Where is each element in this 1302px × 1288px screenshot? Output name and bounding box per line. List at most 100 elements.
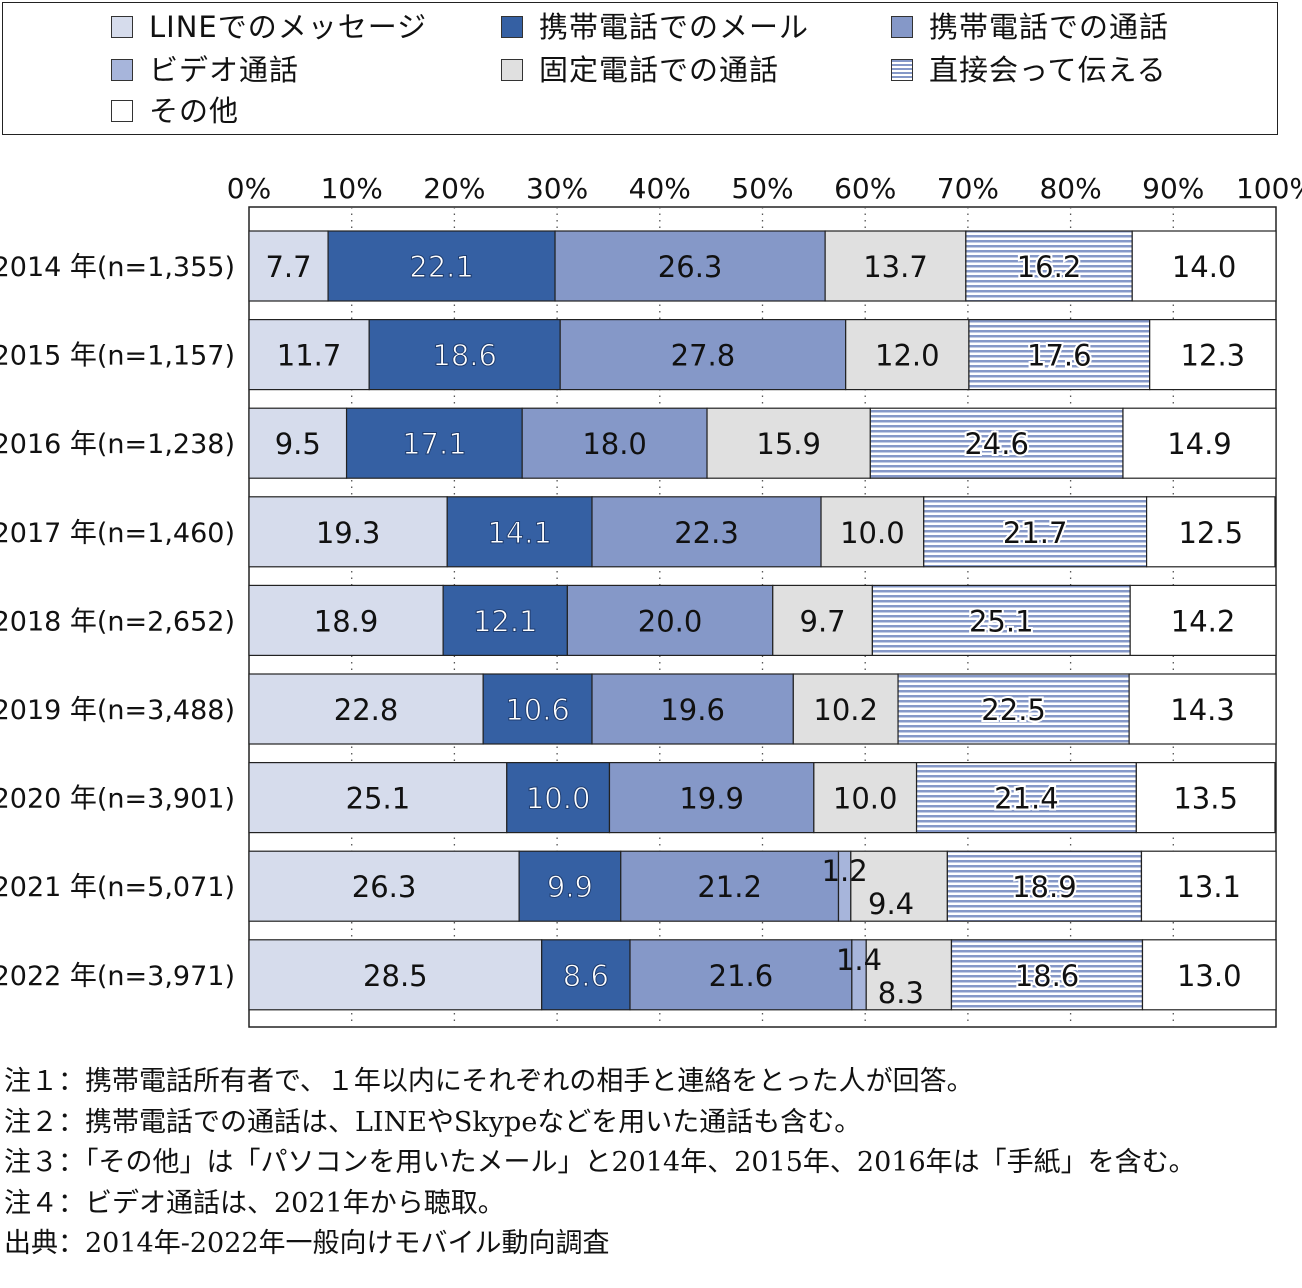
legend-item-in-person: 直接会って伝える [891, 52, 1167, 88]
legend-item-landline-call: 固定電話での通話 [501, 52, 779, 88]
data-label: 7.7 [265, 250, 311, 284]
data-label: 27.8 [671, 339, 736, 373]
bar-segment [566, 584, 774, 656]
legend-item-mobile-call: 携帯電話での通話 [891, 9, 1169, 45]
bar-segment [871, 584, 1131, 656]
legend-swatch [111, 100, 133, 122]
legend-item-video-call: ビデオ通話 [111, 52, 299, 88]
data-label: 22.8 [334, 693, 399, 727]
bar-segment [706, 407, 871, 479]
legend-label: LINEでのメッセージ [149, 10, 428, 44]
chart-legend: LINEでのメッセージ 携帯電話でのメール 携帯電話での通話 ビデオ通話 固定電… [2, 2, 1278, 135]
data-label: 14.2 [1171, 604, 1236, 638]
bar-segment [368, 319, 561, 391]
data-label: 19.6 [660, 693, 725, 727]
bar-segment [248, 407, 348, 479]
x-tick-label: 100% [1236, 172, 1302, 205]
data-label: 18.0 [582, 427, 647, 461]
legend-swatch [111, 59, 133, 81]
bar-segment [772, 584, 873, 656]
bar-segment [446, 496, 593, 568]
legend-item-line: LINEでのメッセージ [111, 9, 427, 45]
bar-segment [248, 761, 508, 834]
bar-segment [442, 584, 568, 656]
chart-notes: 注１：携帯電話所有者で、１年以内にそれぞれの相手と連絡をとった人が回答。 注２：… [4, 1062, 1294, 1265]
data-label: 13.5 [1173, 782, 1238, 816]
data-label: 16.2 [1017, 250, 1082, 284]
bar-segment [923, 496, 1148, 568]
bar-segment [965, 230, 1133, 302]
data-label: 9.4 [868, 887, 914, 921]
legend-swatch [891, 16, 913, 38]
legend-label: 携帯電話でのメール [539, 10, 810, 44]
category-label: 2022 年(n=3,971) [0, 961, 235, 992]
x-tick-label: 10% [321, 172, 383, 205]
data-label: 10.6 [505, 693, 570, 727]
bar-segment [591, 673, 794, 745]
bar-segment [620, 850, 840, 922]
bar-segment [248, 584, 444, 656]
legend-item-mobile-mail: 携帯電話でのメール [501, 9, 809, 45]
category-label: 2017 年(n=1,460) [0, 518, 235, 549]
category-label: 2020 年(n=3,901) [0, 784, 235, 815]
bar-segment [1131, 230, 1277, 302]
data-label: 10.0 [526, 782, 591, 816]
bar-segment [897, 673, 1130, 745]
data-label: 17.6 [1027, 339, 1092, 373]
bar-segment [865, 939, 953, 1011]
category-label: 2021 年(n=5,071) [0, 872, 235, 903]
data-label: 15.9 [756, 427, 821, 461]
data-label: 9.9 [547, 870, 593, 904]
x-tick-label: 90% [1142, 172, 1204, 205]
data-label: 1.4 [836, 943, 882, 977]
x-tick-label: 40% [629, 172, 691, 205]
x-tick-label: 20% [423, 172, 485, 205]
data-label: 14.9 [1167, 427, 1232, 461]
data-label: 26.3 [658, 250, 723, 284]
data-label: 14.1 [487, 516, 552, 550]
bar-segment [845, 319, 970, 391]
data-label: 10.2 [813, 693, 878, 727]
x-tick-label: 70% [937, 172, 999, 205]
data-label: 14.3 [1170, 693, 1235, 727]
data-label: 19.9 [679, 782, 744, 816]
category-label: 2015 年(n=1,157) [0, 341, 235, 372]
legend-label: 直接会って伝える [929, 53, 1167, 87]
data-label: 8.3 [878, 976, 924, 1010]
bar-segment [820, 496, 925, 568]
data-label: 9.5 [275, 427, 321, 461]
data-label: 18.6 [432, 339, 497, 373]
bar-segment [248, 939, 543, 1011]
bar-segment [1141, 939, 1277, 1011]
data-label: 13.7 [863, 250, 928, 284]
legend-label: 携帯電話での通話 [929, 10, 1170, 44]
data-label: 25.1 [346, 782, 411, 816]
data-label: 14.0 [1172, 250, 1237, 284]
legend-label: その他 [149, 94, 240, 128]
legend-swatch [501, 16, 523, 38]
bar-segment [850, 850, 948, 922]
data-label: 18.6 [1015, 959, 1080, 993]
data-label: 9.7 [800, 604, 846, 638]
category-label: 2019 年(n=3,488) [0, 695, 235, 726]
data-label: 11.7 [277, 339, 342, 373]
bar-segment [1128, 673, 1277, 745]
data-label: 22.5 [981, 693, 1046, 727]
data-label: 18.9 [1012, 870, 1077, 904]
bar-segment [792, 673, 899, 745]
bar-segment [541, 939, 631, 1011]
bar-segment [968, 319, 1151, 391]
bar-segment [629, 939, 853, 1011]
data-label: 21.2 [697, 870, 762, 904]
note-source: 出典：2014年-2022年一般向けモバイル動向調査 [4, 1228, 610, 1259]
data-label: 26.3 [352, 870, 417, 904]
x-tick-label: 0% [227, 172, 271, 205]
data-label: 12.0 [875, 339, 940, 373]
data-label: 18.9 [314, 604, 379, 638]
bar-segment [813, 761, 918, 834]
bar-segment [946, 850, 1143, 922]
legend-label: 固定電話での通話 [539, 53, 780, 87]
legend-item-other: その他 [111, 93, 239, 129]
legend-swatch [111, 16, 133, 38]
note-1: 注１：携帯電話所有者で、１年以内にそれぞれの相手と連絡をとった人が回答。 [4, 1066, 974, 1097]
